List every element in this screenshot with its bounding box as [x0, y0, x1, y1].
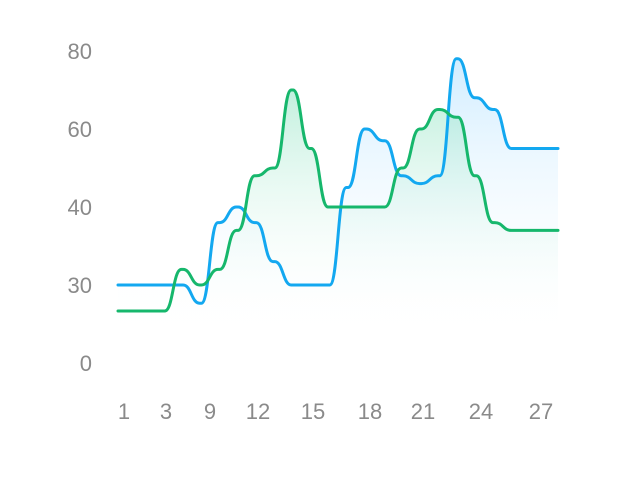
- y-tick-label: 40: [68, 195, 92, 220]
- y-tick-label: 80: [68, 39, 92, 64]
- series-2-line: [116, 88, 560, 313]
- x-tick-label: 1: [118, 399, 130, 424]
- x-tick-label: 27: [529, 399, 553, 424]
- y-tick-label: 0: [80, 351, 92, 376]
- series-1-line: [116, 57, 560, 305]
- x-tick-label: 18: [358, 399, 382, 424]
- x-tick-label: 12: [246, 399, 270, 424]
- areas-layer: [118, 58, 558, 331]
- x-axis: 1 3 9 12 15 18 21 24 27: [118, 399, 553, 424]
- y-tick-label: 30: [68, 273, 92, 298]
- x-tick-label: 21: [411, 399, 435, 424]
- y-axis: 0 30 40 60 80: [68, 39, 92, 376]
- series-2-area: [118, 90, 558, 330]
- x-tick-label: 24: [469, 399, 493, 424]
- x-tick-label: 9: [204, 399, 216, 424]
- x-tick-label: 15: [301, 399, 325, 424]
- y-tick-label: 60: [68, 117, 92, 142]
- x-tick-label: 3: [160, 399, 172, 424]
- lines-layer: [116, 57, 560, 313]
